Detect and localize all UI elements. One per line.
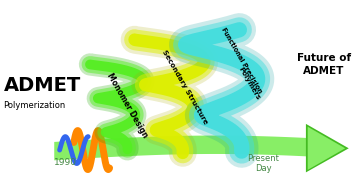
Polygon shape (306, 124, 349, 172)
Text: 1990: 1990 (54, 158, 77, 167)
Text: Future of
ADMET: Future of ADMET (297, 53, 351, 76)
Text: Polymerization: Polymerization (4, 101, 66, 110)
Text: Polymers: Polymers (237, 66, 261, 101)
Text: Monomer Design: Monomer Design (105, 71, 150, 139)
Polygon shape (308, 127, 345, 170)
Text: Functional Precision: Functional Precision (220, 27, 263, 95)
Polygon shape (54, 136, 311, 160)
Text: Secondary Structure: Secondary Structure (161, 49, 208, 125)
Text: Present
Day: Present Day (247, 154, 279, 173)
Text: ADMET: ADMET (4, 76, 81, 95)
